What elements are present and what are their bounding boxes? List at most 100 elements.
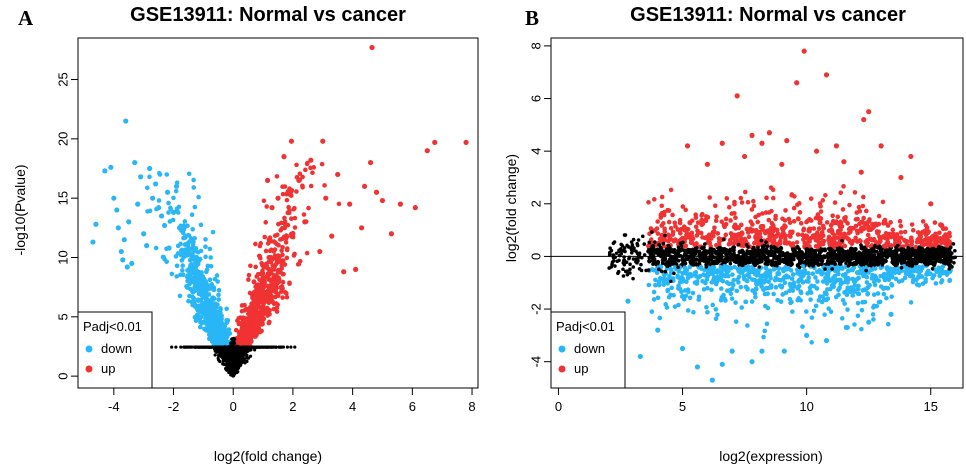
cloud-point (833, 294, 839, 300)
legend-title: Padj<0.01 (556, 319, 615, 334)
cloud-point (796, 296, 802, 301)
cloud-point (663, 233, 667, 238)
cloud-point (764, 240, 768, 244)
cloud-point (871, 292, 877, 297)
cloud-point (797, 265, 802, 270)
x-tick-label: -2 (168, 399, 180, 414)
cloud-point (897, 218, 903, 224)
cloud-point (305, 160, 310, 166)
cloud-point (832, 273, 838, 279)
cloud-point (217, 309, 223, 315)
cloud-point (629, 240, 634, 244)
data-point (266, 254, 272, 261)
cloud-point (766, 217, 772, 223)
cloud-point (216, 329, 222, 335)
cloud-point (642, 242, 647, 246)
cloud-point (869, 267, 875, 272)
cloud-point (861, 262, 866, 266)
data-point (679, 345, 686, 352)
cloud-point (203, 269, 209, 275)
cloud-point (786, 266, 792, 271)
cloud-point (829, 256, 834, 260)
data-point (120, 257, 126, 263)
cloud-point (919, 254, 923, 259)
cloud-point (669, 285, 674, 291)
cloud-point (259, 285, 265, 291)
cloud-point (732, 201, 737, 207)
cloud-point (611, 258, 616, 263)
legend-marker-down (85, 345, 93, 353)
cloud-point (167, 219, 173, 224)
cloud-point (652, 240, 657, 244)
cloud-point (680, 204, 686, 209)
cloud-point (924, 270, 930, 276)
cloud-point (210, 306, 215, 311)
cloud-point (284, 291, 289, 296)
cloud-point (757, 265, 762, 269)
cloud-point (796, 278, 802, 284)
cloud-point (304, 250, 310, 256)
cloud-point (176, 204, 182, 210)
cloud-point (853, 217, 859, 222)
cloud-point (935, 254, 940, 259)
x-tick-label: -4 (108, 399, 120, 414)
cloud-point (798, 221, 804, 226)
cloud-point (243, 307, 249, 312)
cloud-point (803, 233, 808, 238)
data-point (655, 327, 661, 333)
data-point (90, 239, 96, 245)
cloud-point (709, 287, 714, 293)
cloud-point (147, 208, 153, 214)
cloud-point (764, 195, 769, 201)
cloud-point (737, 262, 742, 268)
data-point (144, 243, 150, 249)
cloud-point (914, 277, 919, 282)
cloud-point (844, 261, 848, 266)
data-point (943, 235, 949, 241)
cloud-point (930, 255, 935, 260)
cloud-point (943, 249, 947, 254)
cloud-point (182, 242, 188, 247)
cloud-point (174, 263, 180, 269)
cloud-point (613, 264, 617, 268)
cloud-point (179, 247, 185, 253)
cloud-point (701, 287, 707, 292)
cloud-point (819, 262, 824, 267)
cloud-point (902, 256, 907, 261)
cloud-point (271, 239, 277, 244)
cloud-point (705, 309, 710, 315)
cloud-point (221, 359, 226, 363)
cloud-point (791, 205, 797, 211)
cloud-point (762, 328, 768, 334)
cloud-point (661, 220, 666, 226)
plot-frame (550, 37, 964, 389)
cloud-point (939, 254, 943, 259)
cloud-point (895, 235, 901, 240)
cloud-point (888, 243, 894, 248)
cloud-point (186, 345, 190, 349)
cloud-point (228, 370, 232, 374)
cloud-point (903, 271, 909, 277)
cloud-point (287, 280, 292, 286)
cloud-point (804, 247, 809, 252)
cloud-point (274, 174, 280, 179)
cloud-point (719, 246, 723, 251)
cloud-point (166, 210, 171, 215)
legend-label-up: up (574, 361, 588, 376)
cloud-point (859, 219, 864, 225)
cloud-point (267, 319, 272, 325)
cloud-point (188, 236, 194, 241)
cloud-point (746, 234, 752, 240)
cloud-point (828, 223, 834, 228)
cloud-point (239, 363, 243, 367)
cloud-point (739, 222, 744, 228)
cloud-point (733, 319, 739, 324)
cloud-point (876, 221, 882, 227)
cloud-point (645, 243, 651, 249)
cloud-point (878, 273, 884, 279)
cloud-point (651, 289, 657, 295)
cloud-point (198, 281, 203, 287)
data-point (164, 189, 171, 195)
cloud-point (739, 200, 745, 205)
cloud-point (651, 267, 656, 273)
